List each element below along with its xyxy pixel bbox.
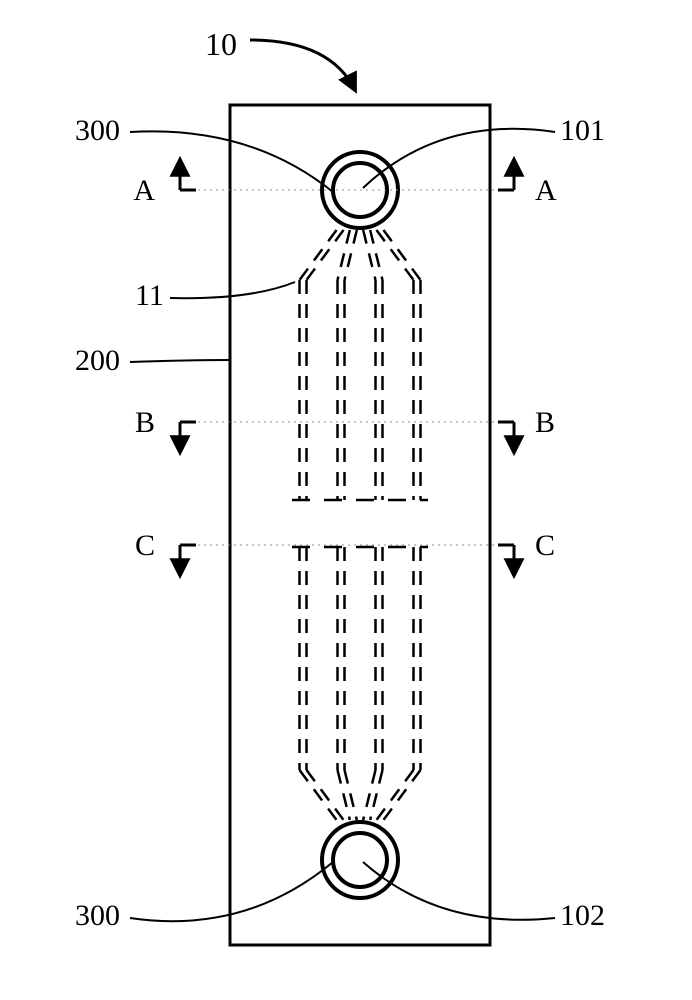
callout-label-101: 101 [560,114,605,147]
callout-label-102: 102 [560,899,605,932]
section-A-right-label: A [535,174,557,207]
callout-label-200: 200 [75,344,120,377]
canvas-bg [0,0,692,1000]
section-C-right-label: C [535,529,555,562]
figure-label: 10 [205,26,237,62]
section-B-left-label: B [135,406,155,439]
callout-label-300_bottom: 300 [75,899,120,932]
section-A-left-label: A [133,174,155,207]
callout-label-300_top: 300 [75,114,120,147]
section-B-right-label: B [535,406,555,439]
callout-label-11: 11 [135,279,164,312]
technical-diagram: 10 A A B B C C 300 101 11 200 300 102 [0,0,692,1000]
section-C-left-label: C [135,529,155,562]
